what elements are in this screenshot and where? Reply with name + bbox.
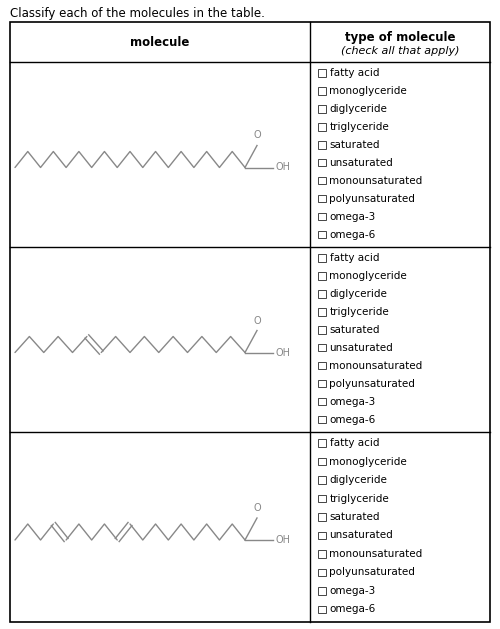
Bar [318, 213, 326, 220]
Bar [318, 141, 326, 148]
Bar [318, 123, 326, 131]
Bar [318, 532, 326, 539]
Text: monoglyceride: monoglyceride [330, 86, 407, 96]
Text: O: O [253, 316, 261, 325]
Text: diglyceride: diglyceride [330, 475, 388, 485]
Text: monoglyceride: monoglyceride [330, 271, 407, 281]
Bar [318, 458, 326, 465]
Text: unsaturated: unsaturated [330, 158, 393, 168]
Text: diglyceride: diglyceride [330, 289, 388, 299]
Bar [318, 569, 326, 576]
Text: OH: OH [275, 347, 290, 357]
Text: saturated: saturated [330, 325, 380, 335]
Text: type of molecule: type of molecule [345, 30, 455, 43]
Text: Classify each of the molecules in the table.: Classify each of the molecules in the ta… [10, 8, 265, 21]
Bar [318, 87, 326, 94]
Text: molecule: molecule [130, 35, 190, 48]
Text: saturated: saturated [330, 140, 380, 150]
Text: O: O [253, 130, 261, 140]
Bar [318, 195, 326, 203]
Bar [318, 606, 326, 613]
Text: triglyceride: triglyceride [330, 494, 389, 504]
Text: omega-6: omega-6 [330, 415, 376, 425]
Bar [318, 308, 326, 316]
Bar [318, 587, 326, 594]
Text: triglyceride: triglyceride [330, 307, 389, 317]
Text: omega-6: omega-6 [330, 230, 376, 240]
Text: monounsaturated: monounsaturated [330, 549, 423, 559]
Text: unsaturated: unsaturated [330, 343, 393, 353]
Text: monounsaturated: monounsaturated [330, 360, 423, 370]
Bar [318, 550, 326, 558]
Text: omega-3: omega-3 [330, 211, 376, 221]
Bar [318, 344, 326, 352]
Text: saturated: saturated [330, 512, 380, 522]
Text: polyunsaturated: polyunsaturated [330, 194, 416, 204]
Text: monoglyceride: monoglyceride [330, 457, 407, 467]
Text: fatty acid: fatty acid [330, 253, 379, 263]
Text: unsaturated: unsaturated [330, 530, 393, 540]
Text: monounsaturated: monounsaturated [330, 175, 423, 186]
Bar [318, 159, 326, 167]
Bar [318, 290, 326, 298]
Text: triglyceride: triglyceride [330, 122, 389, 132]
Bar [318, 254, 326, 262]
Bar [318, 398, 326, 405]
Bar [318, 69, 326, 77]
Bar [318, 326, 326, 333]
Text: omega-3: omega-3 [330, 397, 376, 406]
Text: omega-6: omega-6 [330, 604, 376, 615]
Bar [318, 362, 326, 369]
Bar [318, 231, 326, 238]
Bar [318, 380, 326, 387]
Bar [318, 272, 326, 280]
Bar [318, 495, 326, 503]
Text: polyunsaturated: polyunsaturated [330, 379, 416, 389]
Text: omega-3: omega-3 [330, 586, 376, 596]
Bar [318, 416, 326, 423]
Text: diglyceride: diglyceride [330, 104, 388, 114]
Text: OH: OH [275, 162, 290, 172]
Text: O: O [253, 503, 261, 513]
Text: fatty acid: fatty acid [330, 438, 379, 448]
Bar [318, 105, 326, 113]
Bar [318, 513, 326, 521]
Text: polyunsaturated: polyunsaturated [330, 567, 416, 577]
Text: (check all that apply): (check all that apply) [341, 46, 459, 56]
Text: fatty acid: fatty acid [330, 68, 379, 78]
Bar [318, 177, 326, 184]
Bar [318, 440, 326, 447]
Text: OH: OH [275, 535, 290, 545]
Bar [318, 476, 326, 484]
